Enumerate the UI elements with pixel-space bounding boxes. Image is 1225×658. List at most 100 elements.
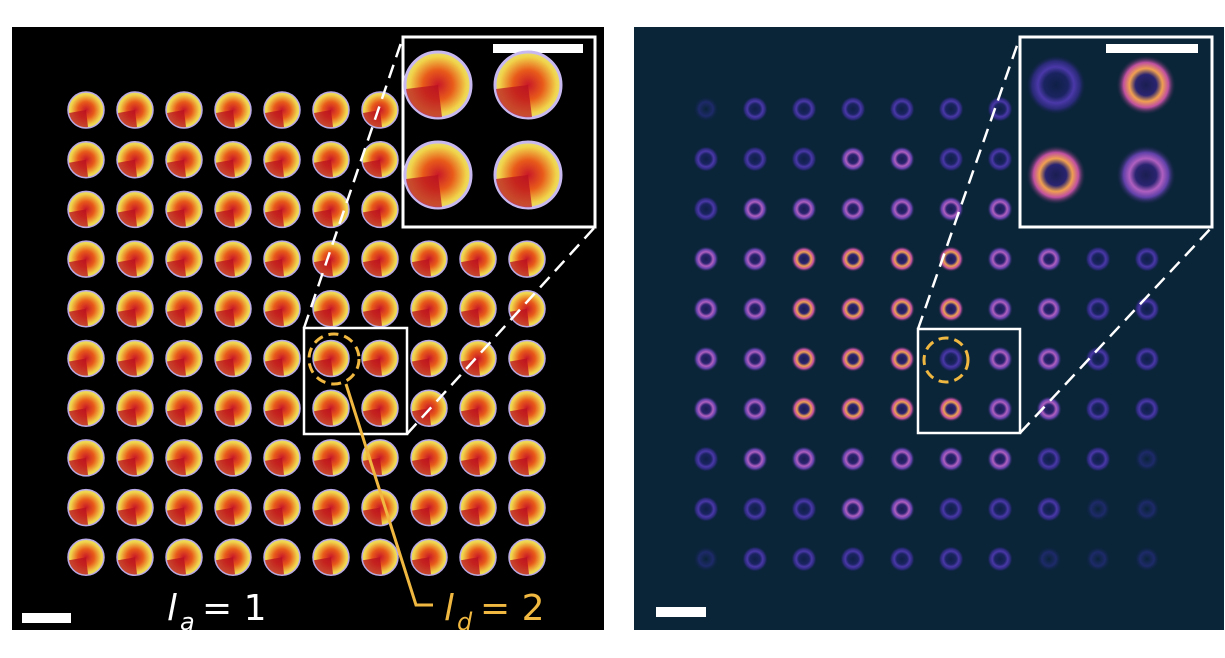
vortex-disk xyxy=(263,339,301,378)
donut-beam xyxy=(1134,396,1160,422)
selection-box-right xyxy=(916,327,1022,435)
vortex-disk xyxy=(459,339,497,378)
vortex-disk xyxy=(67,190,105,229)
donut-beam xyxy=(1036,246,1062,272)
vortex-disk xyxy=(67,290,105,328)
donut-beam xyxy=(693,296,719,322)
vortex-disk xyxy=(214,140,252,179)
vortex-disk xyxy=(410,488,448,527)
donut-beam xyxy=(1134,546,1160,572)
vortex-disk xyxy=(263,439,301,477)
vortex-disk xyxy=(312,290,350,328)
donut-beam xyxy=(1134,496,1160,522)
vortex-disk xyxy=(361,290,399,328)
vortex-disk xyxy=(67,91,105,129)
donut-beam xyxy=(791,346,817,372)
vortex-disk xyxy=(361,91,399,129)
vortex-disk xyxy=(410,538,448,577)
donut-beam xyxy=(889,296,915,322)
vortex-disk xyxy=(165,389,203,427)
donut-beam xyxy=(693,146,719,172)
donut-beam xyxy=(987,246,1013,272)
vortex-disk xyxy=(214,290,252,328)
vortex-disk xyxy=(165,538,203,577)
donut-beam xyxy=(938,496,964,522)
donut-beam xyxy=(742,146,768,172)
label-a-value: = 1 xyxy=(202,588,267,629)
donut-beam xyxy=(889,96,915,122)
donut-beam xyxy=(791,246,817,272)
right-image-panel xyxy=(634,27,1224,630)
inset-vortex-disk xyxy=(403,50,473,120)
vortex-disk xyxy=(67,140,105,179)
donut-beam xyxy=(742,346,768,372)
donut-beam xyxy=(840,396,866,422)
inset-donut-beam xyxy=(1026,145,1086,205)
vortex-disk xyxy=(312,140,350,179)
donut-beam xyxy=(938,246,964,272)
vortex-disk xyxy=(116,140,154,179)
donut-beam xyxy=(791,546,817,572)
donut-beam xyxy=(791,496,817,522)
donut-beam xyxy=(742,446,768,472)
inset-scale-bar-right xyxy=(1106,44,1198,53)
inset-vortex-disk xyxy=(493,50,563,120)
donut-beam xyxy=(938,296,964,322)
donut-beam xyxy=(1036,546,1062,572)
donut-beam xyxy=(1036,296,1062,322)
vortex-disk xyxy=(165,339,203,378)
vortex-disk xyxy=(312,439,350,477)
donut-beam xyxy=(1085,446,1111,472)
zoom-line-top-left xyxy=(302,36,405,329)
vortex-disk xyxy=(361,538,399,577)
donut-beam xyxy=(938,96,964,122)
vortex-disk xyxy=(263,389,301,427)
label-d-subscript: d xyxy=(457,608,473,630)
scale-bar-right xyxy=(656,607,706,617)
vortex-disk xyxy=(165,488,203,527)
donut-beam xyxy=(840,96,866,122)
vortex-disk xyxy=(165,91,203,129)
donut-beam xyxy=(938,146,964,172)
donut-beam xyxy=(1085,246,1111,272)
donut-beam xyxy=(840,146,866,172)
vortex-disk xyxy=(459,389,497,427)
donut-beam xyxy=(938,346,964,372)
vortex-disk xyxy=(214,538,252,577)
inset-scale-bar-left xyxy=(493,44,583,53)
vortex-disk xyxy=(508,538,546,577)
label-a-letter: l xyxy=(167,588,177,629)
vortex-disk xyxy=(459,538,497,577)
donut-beam xyxy=(938,546,964,572)
label-d-letter: l xyxy=(444,588,454,629)
donut-beam xyxy=(1085,296,1111,322)
vortex-disk xyxy=(116,439,154,477)
donut-beam xyxy=(791,296,817,322)
donut-beam xyxy=(840,446,866,472)
donut-beam xyxy=(889,396,915,422)
donut-beam xyxy=(693,496,719,522)
donut-beam xyxy=(987,546,1013,572)
donut-beam xyxy=(987,196,1013,222)
vortex-disk xyxy=(263,91,301,129)
donut-beam xyxy=(1036,346,1062,372)
vortex-disk xyxy=(214,190,252,229)
donut-beam xyxy=(889,346,915,372)
left-image-panel: l a = 1 l d = 2 xyxy=(12,27,604,630)
donut-beam xyxy=(693,246,719,272)
vortex-disk xyxy=(361,389,399,427)
vortex-disk xyxy=(67,439,105,477)
left-disk-array: l a = 1 l d = 2 xyxy=(22,35,597,630)
vortex-disk xyxy=(312,389,350,427)
defect-circle-right xyxy=(922,336,970,384)
donut-beam xyxy=(693,346,719,372)
donut-beam xyxy=(889,246,915,272)
donut-beam xyxy=(1134,296,1160,322)
vortex-disk xyxy=(116,538,154,577)
vortex-disk xyxy=(116,91,154,129)
vortex-disk xyxy=(361,140,399,179)
donut-beam xyxy=(693,96,719,122)
vortex-disk xyxy=(508,240,546,278)
donut-beam xyxy=(840,496,866,522)
vortex-disk xyxy=(312,190,350,229)
